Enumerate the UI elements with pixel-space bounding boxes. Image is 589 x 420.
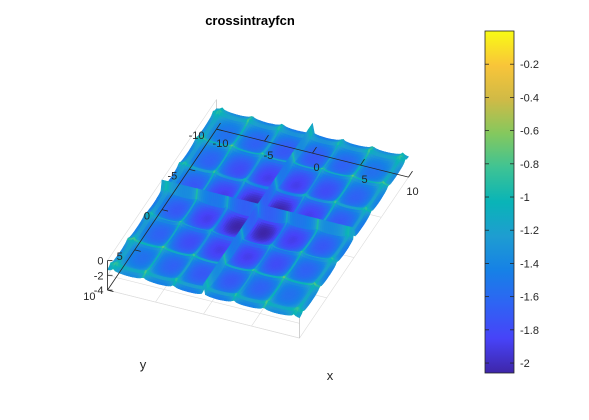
chart-title: crossintrayfcn	[205, 13, 295, 28]
surface-plot	[107, 107, 409, 319]
